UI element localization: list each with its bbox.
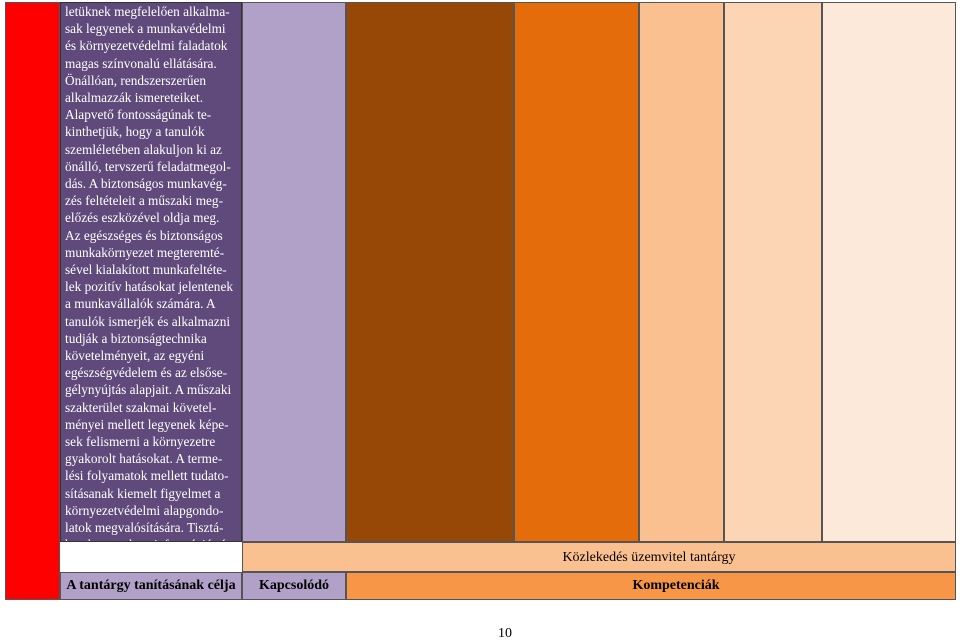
header-objective-cell: A tantárgy tanításának célja bbox=[60, 572, 242, 600]
header-competencies: Kompetenciák bbox=[632, 578, 720, 593]
header-objective: A tantárgy tanításának célja bbox=[66, 578, 236, 593]
subject-label: Közlekedés üzemvitel tantárgy bbox=[562, 550, 736, 565]
header-competencies-cell: Kompetenciák bbox=[346, 572, 956, 600]
cream-column bbox=[822, 2, 956, 542]
light-peach-column bbox=[724, 2, 822, 542]
peach-column bbox=[639, 2, 724, 542]
subject-label-row: Közlekedés üzemvitel tantárgy bbox=[242, 542, 956, 572]
header-related-cell: Kapcsolódó bbox=[242, 572, 346, 600]
page-number: 10 bbox=[498, 626, 512, 641]
orange-column bbox=[514, 2, 639, 542]
objective-text: letüknek megfelelően alkalma- sak legyen… bbox=[65, 4, 233, 541]
brown-column bbox=[346, 2, 514, 542]
red-column bbox=[5, 2, 60, 600]
header-related: Kapcsolódó bbox=[258, 578, 329, 593]
lavender-column bbox=[242, 2, 346, 542]
objective-text-column: letüknek megfelelően alkalma- sak legyen… bbox=[60, 2, 242, 542]
